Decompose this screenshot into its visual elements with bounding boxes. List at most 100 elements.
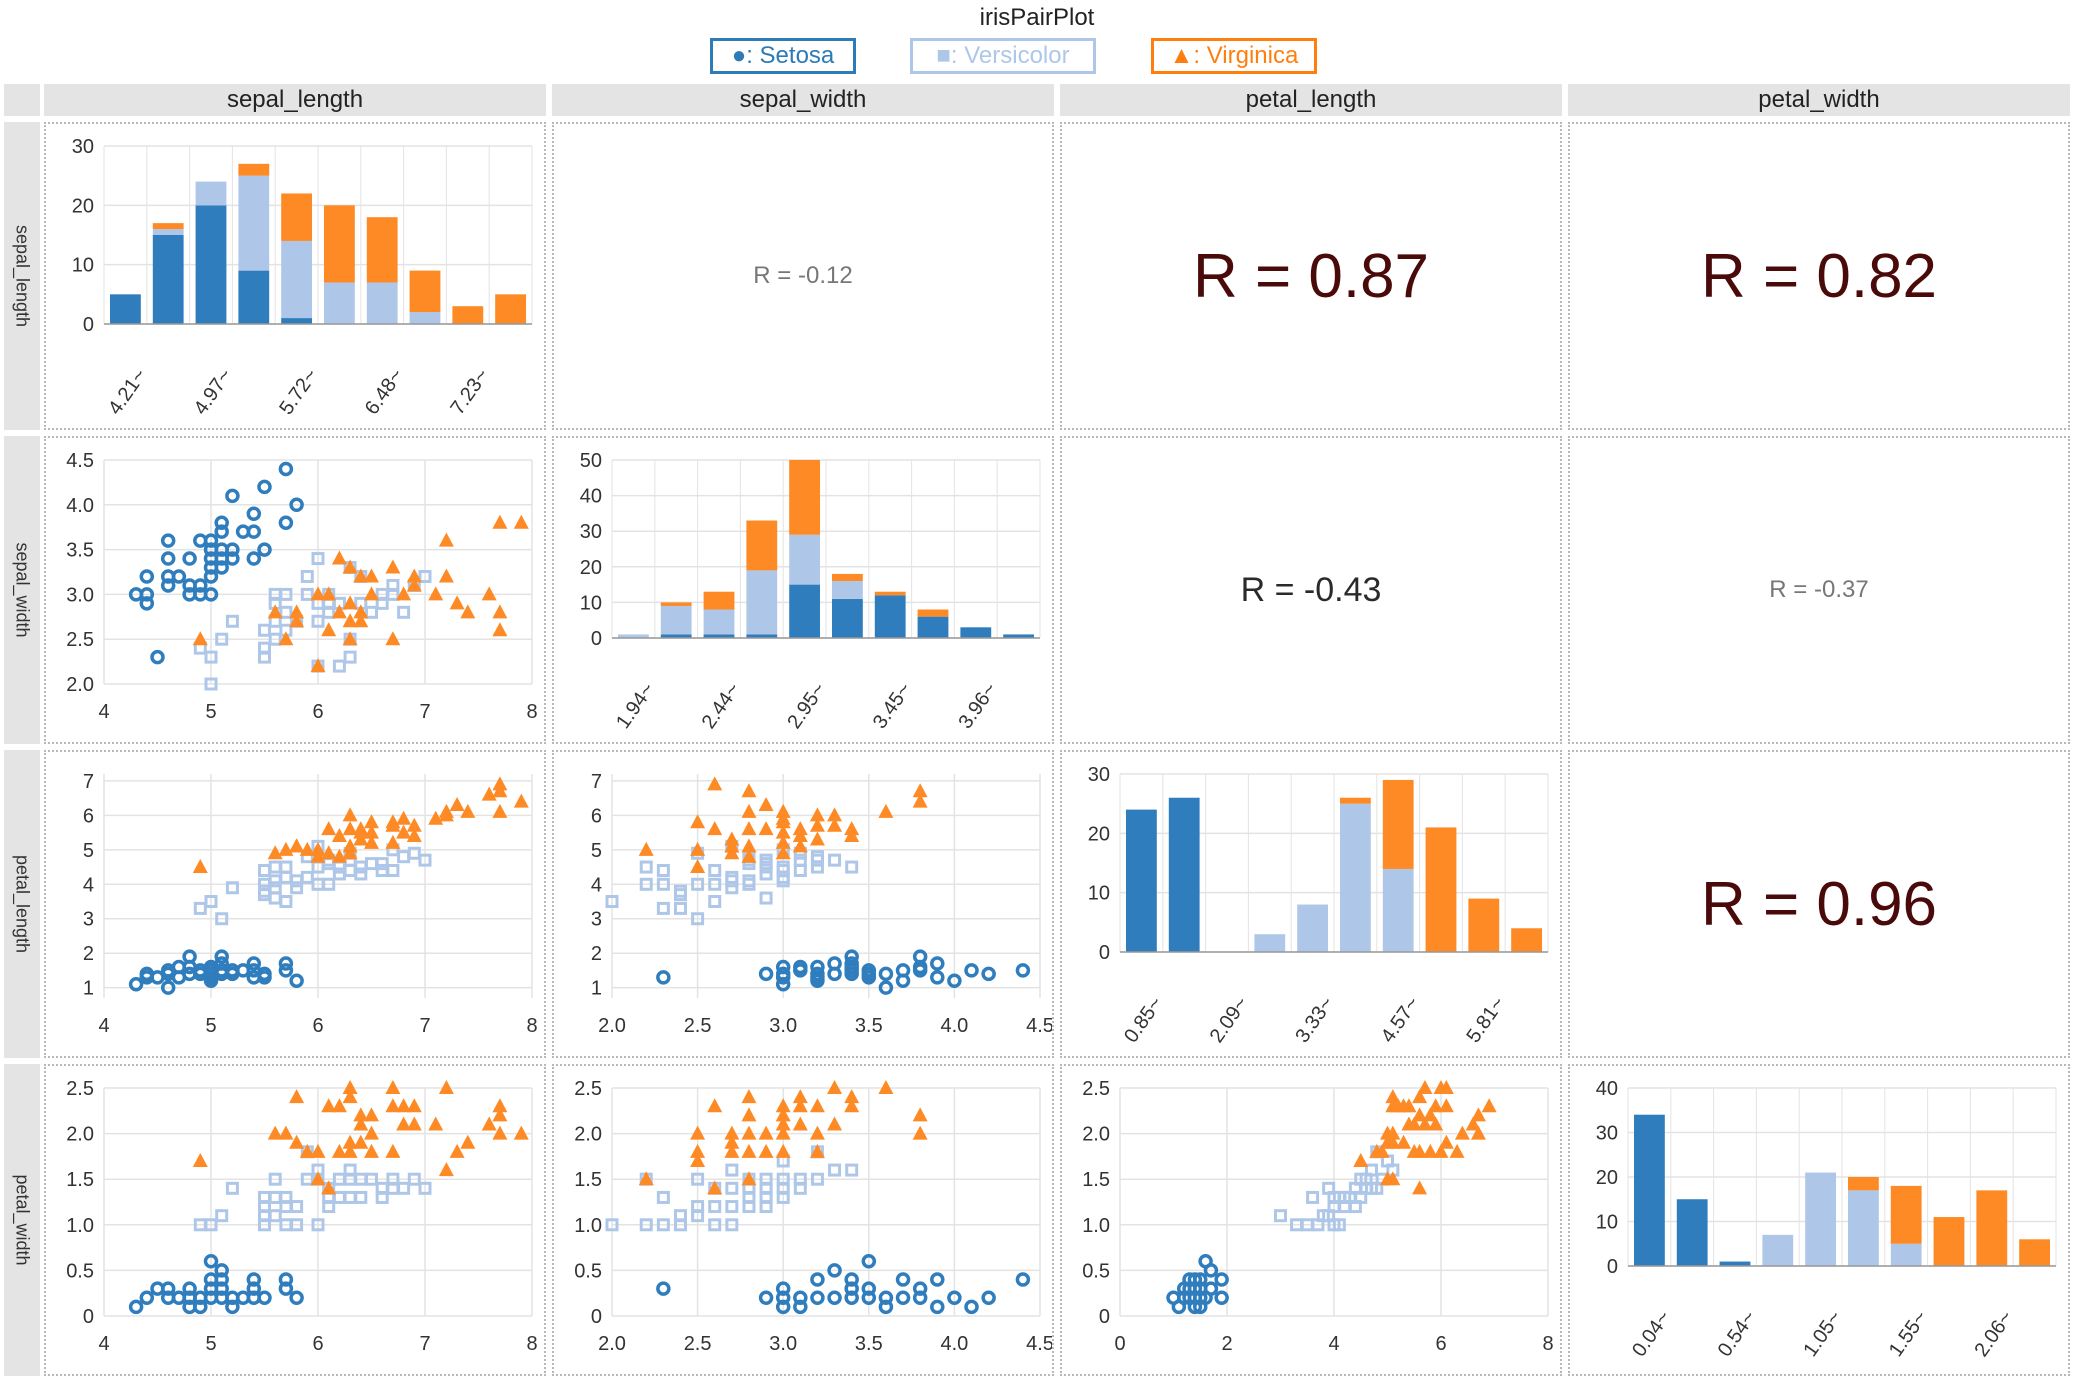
y-tick-label: 5 bbox=[83, 840, 94, 862]
point-virginica bbox=[809, 1125, 825, 1140]
point-setosa bbox=[793, 1299, 808, 1315]
bar-virginica bbox=[1847, 1177, 1879, 1191]
point-setosa bbox=[128, 976, 144, 992]
x-tick-label: 4 bbox=[98, 701, 109, 723]
y-tick-label: 7 bbox=[83, 771, 94, 793]
point-versicolor bbox=[268, 874, 282, 888]
point-setosa bbox=[1187, 1272, 1203, 1287]
point-virginica bbox=[492, 1098, 508, 1113]
panel-sepal-length-vs-petal-width: R = 0.82 bbox=[1568, 122, 2070, 430]
point-versicolor bbox=[725, 1218, 739, 1232]
row-header-sepal-length: sepal_length bbox=[4, 122, 40, 430]
point-virginica bbox=[492, 604, 508, 619]
point-versicolor bbox=[1332, 1218, 1346, 1232]
x-tick-label: 4 bbox=[98, 1333, 109, 1355]
point-setosa bbox=[758, 1290, 774, 1306]
point-setosa bbox=[758, 966, 774, 982]
bar-virginica bbox=[1976, 1190, 2008, 1266]
bar-virginica bbox=[409, 270, 441, 313]
bar-virginica bbox=[746, 520, 778, 571]
y-tick-label: 30 bbox=[1088, 764, 1110, 786]
point-setosa bbox=[912, 1290, 928, 1306]
point-setosa bbox=[203, 569, 219, 584]
point-virginica bbox=[724, 1143, 740, 1158]
bar-setosa bbox=[917, 616, 949, 638]
point-virginica bbox=[724, 845, 740, 860]
point-setosa bbox=[193, 1299, 208, 1315]
x-tick-label: 2.09~ bbox=[1206, 993, 1253, 1047]
point-setosa bbox=[257, 479, 272, 495]
point-setosa bbox=[139, 587, 155, 602]
bar-versicolor bbox=[1254, 934, 1286, 952]
point-versicolor bbox=[845, 1163, 859, 1177]
point-virginica bbox=[321, 1098, 337, 1113]
point-virginica bbox=[1401, 1098, 1417, 1113]
x-tick-label: 4 bbox=[98, 1015, 109, 1037]
bar-setosa bbox=[1633, 1114, 1665, 1266]
point-virginica bbox=[342, 559, 358, 574]
panel-svg: 2.0 2.5 3.0 3.5 4.0 4.5 4 5 6 7 8 bbox=[66, 450, 537, 723]
legend-item-versicolor[interactable]: ■: Versicolor bbox=[910, 38, 1096, 74]
x-tick-label: 6 bbox=[1435, 1333, 1446, 1355]
point-virginica bbox=[1438, 1134, 1454, 1149]
point-virginica bbox=[1396, 1134, 1412, 1149]
panel-sepal-length-vs-petal-length: R = 0.87 bbox=[1060, 122, 1562, 430]
point-versicolor bbox=[386, 1172, 400, 1186]
point-virginica bbox=[353, 613, 369, 628]
point-setosa bbox=[214, 956, 229, 971]
point-versicolor bbox=[300, 569, 314, 583]
point-setosa bbox=[214, 515, 229, 530]
point-setosa bbox=[139, 1290, 155, 1306]
bar-virginica bbox=[452, 306, 484, 324]
point-versicolor bbox=[691, 877, 705, 891]
point-setosa bbox=[182, 1281, 197, 1296]
y-tick-label: 1.0 bbox=[66, 1215, 94, 1237]
x-tick-label: 2.0 bbox=[598, 1333, 626, 1355]
point-virginica bbox=[724, 831, 740, 846]
x-tick-label: 3.5 bbox=[855, 1015, 883, 1037]
y-tick-label: 4.5 bbox=[66, 450, 94, 472]
point-setosa bbox=[182, 551, 197, 566]
x-tick-label: 3.45~ bbox=[869, 679, 916, 733]
point-setosa bbox=[827, 956, 842, 971]
point-versicolor bbox=[215, 1209, 229, 1223]
point-setosa bbox=[861, 1281, 877, 1296]
point-versicolor bbox=[1364, 1163, 1378, 1177]
row-header-petal-length: petal_length bbox=[4, 750, 40, 1058]
legend-item-setosa[interactable]: ●: Setosa bbox=[710, 38, 856, 74]
x-tick-label: 1.05~ bbox=[1799, 1307, 1846, 1361]
y-tick-label: 10 bbox=[580, 592, 602, 614]
point-setosa bbox=[214, 1272, 229, 1287]
bar-virginica bbox=[660, 602, 692, 606]
y-tick-label: 1.5 bbox=[1082, 1169, 1110, 1191]
panel-svg: 1 2 3 4 5 6 7 4 5 6 7 8 bbox=[83, 771, 538, 1037]
panel-svg: 0 10 20 30 40 0.04~ 0.54~ 1.05~ 1.55~ 2.06~ bbox=[1596, 1078, 2057, 1361]
point-virginica bbox=[741, 1125, 757, 1140]
point-versicolor bbox=[290, 881, 304, 895]
legend-item-virginica[interactable]: ▲: Virginica bbox=[1151, 38, 1317, 74]
x-tick-label: 8 bbox=[526, 701, 537, 723]
bar-setosa bbox=[238, 270, 270, 324]
point-virginica bbox=[396, 810, 412, 825]
header-corner bbox=[4, 84, 40, 116]
x-tick-label: 2.95~ bbox=[783, 679, 830, 733]
y-tick-label: 0.5 bbox=[66, 1260, 94, 1282]
y-tick-label: 2.0 bbox=[66, 1124, 94, 1146]
point-virginica bbox=[310, 658, 326, 673]
point-virginica bbox=[741, 1089, 757, 1104]
point-versicolor bbox=[322, 877, 336, 891]
x-tick-label: 7 bbox=[419, 1333, 430, 1355]
point-versicolor bbox=[759, 1200, 773, 1214]
point-virginica bbox=[1449, 1143, 1465, 1158]
correlation-label: R = -0.12 bbox=[753, 262, 853, 289]
y-tick-label: 0 bbox=[591, 628, 602, 650]
x-tick-label: 4 bbox=[1328, 1333, 1339, 1355]
point-versicolor bbox=[375, 857, 389, 871]
point-versicolor bbox=[258, 863, 271, 877]
point-versicolor bbox=[656, 901, 670, 915]
column-header-sepal-length: sepal_length bbox=[44, 84, 546, 116]
y-tick-label: 20 bbox=[72, 195, 94, 217]
point-setosa bbox=[214, 949, 229, 964]
y-tick-label: 6 bbox=[83, 805, 94, 827]
point-versicolor bbox=[322, 857, 336, 871]
